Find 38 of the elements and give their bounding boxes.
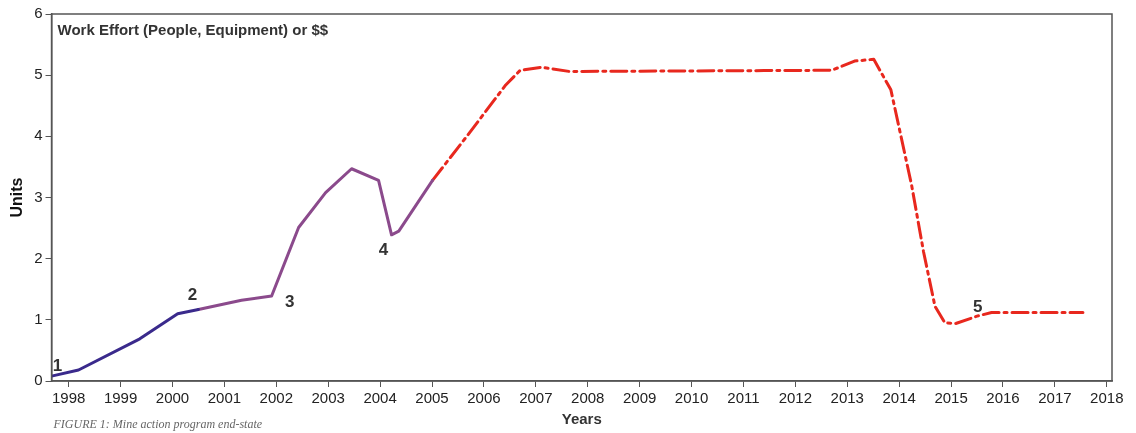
x-tick-label: 2002 xyxy=(259,389,293,407)
y-tick-label: 3 xyxy=(34,187,43,205)
x-tick-label: 2007 xyxy=(519,389,553,407)
y-tick-label: 2 xyxy=(34,248,43,266)
x-tick-label: 2000 xyxy=(155,389,190,407)
annotation: 4 xyxy=(378,240,389,260)
y-tick-label: 1 xyxy=(34,309,43,327)
line-series xyxy=(431,57,1085,325)
y-tick-label: 6 xyxy=(34,4,43,22)
x-tick-label: 2015 xyxy=(934,389,968,407)
x-tick-label: 2018 xyxy=(1090,389,1124,407)
x-tick-label: 2004 xyxy=(363,389,397,407)
x-tick-label: 2011 xyxy=(727,389,760,407)
x-tick-label: 2006 xyxy=(467,389,501,407)
caption: FIGURE 1: Mine action program end-state xyxy=(52,417,263,432)
x-tick-label: 2003 xyxy=(311,389,345,407)
y-tick-label: 0 xyxy=(34,371,43,389)
x-tick-label: 1998 xyxy=(51,389,86,407)
x-tick-label: 2009 xyxy=(622,389,657,407)
y-axis-title: Units xyxy=(8,177,26,218)
x-tick-label: 1999 xyxy=(103,389,138,407)
annotation: 3 xyxy=(284,291,295,311)
y-tick-label: 5 xyxy=(34,65,43,83)
x-tick-label: 2008 xyxy=(571,389,605,407)
x-tick-label: 2014 xyxy=(882,389,916,407)
x-tick-label: 2017 xyxy=(1038,389,1072,407)
x-axis-title: Years xyxy=(561,410,602,428)
x-tick-label: 2013 xyxy=(830,389,864,407)
annotation: 1 xyxy=(52,355,63,375)
x-tick-label: 2010 xyxy=(674,389,709,407)
x-tick-label: 2016 xyxy=(986,389,1020,407)
annotation: 2 xyxy=(187,285,198,305)
annotation: 5 xyxy=(973,297,983,317)
text: Work Effort (People, Equipment) or $$ xyxy=(57,21,329,39)
x-tick-label: 2012 xyxy=(778,389,813,407)
x-tick-label: 2001 xyxy=(207,389,242,407)
y-tick-label: 4 xyxy=(34,126,43,144)
x-tick-label: 2005 xyxy=(415,389,449,407)
